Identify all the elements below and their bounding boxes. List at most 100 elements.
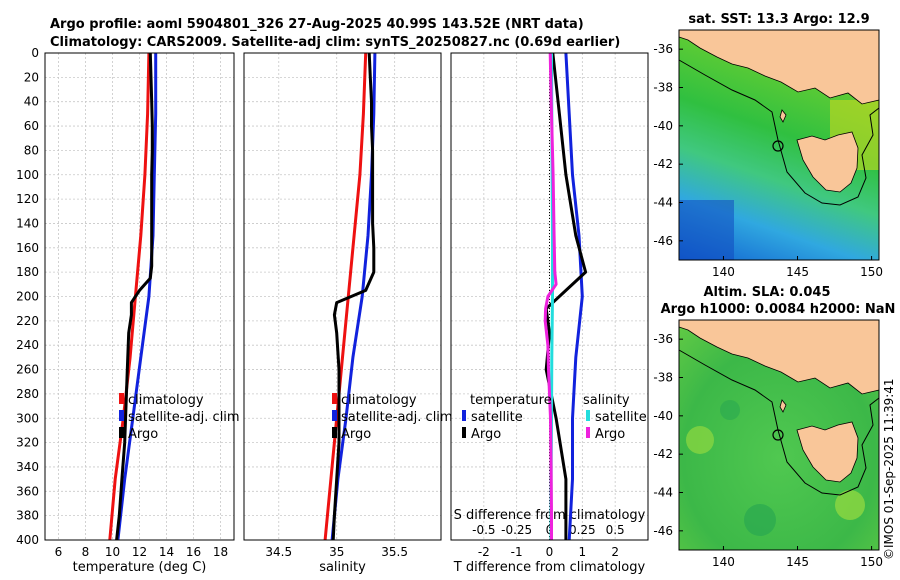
salinity-panel: 34.5 35 35.5 salinity climatology satellite-a… (243, 52, 453, 575)
depth-tick-label: 260 (16, 363, 39, 377)
legend-title-temperature: temperature (470, 393, 552, 408)
legend-swatch (119, 393, 124, 404)
temperature-x-tick-label: 8 (82, 545, 90, 559)
legend-swatch (462, 410, 466, 421)
series-line-salinity-argo (543, 52, 558, 540)
depth-tick-label: 80 (24, 143, 39, 157)
sla-map-y-tick-label: -36 (653, 332, 673, 346)
sst-map-y-tick-label: -44 (653, 196, 673, 210)
series-line-temperature-satellite (564, 52, 584, 541)
difference-x-tick-label: -2 (478, 545, 490, 559)
sst-cold-patch (679, 200, 734, 260)
temperature-axes-frame (44, 52, 235, 541)
legend-label: climatology (128, 393, 204, 408)
legend-label: Argo (595, 427, 625, 442)
temperature-x-tick-label: 16 (186, 545, 201, 559)
temperature-x-tick-label: 18 (213, 545, 228, 559)
sla-map-y-tick-label: -44 (653, 486, 673, 500)
salinity-x-tick-label: 34.5 (265, 545, 292, 559)
sla-eddy-2 (744, 504, 776, 536)
series-line-satellite-adj-clim (116, 53, 158, 541)
depth-tick-label: 0 (31, 46, 39, 60)
legend-label: satellite-adj. clim (128, 410, 240, 425)
sst-map-y-tick-label: -36 (653, 42, 673, 56)
sla-land-tasmania (796, 421, 859, 483)
sla-map-frame (678, 319, 880, 551)
difference-x-tick-label: 2 (611, 545, 619, 559)
legend-label: Argo (341, 427, 371, 442)
depth-tick-label: 40 (24, 95, 39, 109)
s-diff-tick-label: -0.25 (501, 523, 532, 537)
sst-king-island (779, 109, 787, 123)
temperature-panel: 0 20 40 60 80 100 120 140 160 180 200 220 240 260 280 3… (16, 46, 240, 575)
temperature-x-tick-label: 12 (132, 545, 147, 559)
legend-title-salinity: salinity (583, 393, 630, 408)
sst-map-title: sat. SST: 13.3 Argo: 12.9 (688, 12, 869, 27)
series-line-argo (115, 52, 154, 541)
sla-shelf-contour (678, 349, 880, 496)
depth-tick-label: 360 (16, 484, 39, 498)
sst-land-mainland (678, 29, 880, 105)
legend-label: satellite-adj. clim (341, 410, 453, 425)
sst-map-y-tick-label: -42 (653, 157, 673, 171)
sla-map-x-tick-label: 150 (860, 555, 883, 569)
figure-title-line1: Argo profile: aoml 5904801_326 27-Aug-20… (50, 17, 584, 32)
difference-axes-frame (450, 52, 649, 541)
s-diff-tick-label: 0 (546, 523, 554, 537)
s-diff-tick-label: 0.25 (569, 523, 596, 537)
sla-king-island (779, 399, 787, 413)
salinity-x-tick-label: 35 (329, 545, 344, 559)
difference-x-tick-label: 0 (546, 545, 554, 559)
sla-eddy-4 (720, 400, 740, 420)
depth-tick-label: 160 (16, 241, 39, 255)
sla-map-x-tick-label: 140 (712, 555, 735, 569)
depth-tick-label: 20 (24, 70, 39, 84)
series-line-temperature-argo (544, 52, 588, 540)
legend-swatch (586, 410, 590, 421)
depth-tick-label: 320 (16, 436, 39, 450)
legend-swatch (332, 410, 337, 421)
difference-x-tick-label: 1 (579, 545, 587, 559)
sla-map-subtitle: Argo h1000: 0.0084 h2000: NaN (661, 302, 896, 317)
difference-x-tick-label: -1 (511, 545, 523, 559)
depth-tick-label: 280 (16, 387, 39, 401)
sla-eddy-3 (835, 490, 865, 520)
sla-map: 140 145 150 -36 -38 -40 -42 -44 -46 (653, 319, 883, 569)
depth-tick-label: 200 (16, 290, 39, 304)
sla-map-y-tick-label: -40 (653, 409, 673, 423)
legend-label: satellite (595, 410, 647, 425)
sla-land-mainland (678, 319, 880, 395)
s-diff-tick-label: 0.5 (606, 523, 625, 537)
legend-label: climatology (341, 393, 417, 408)
sla-map-title: Altim. SLA: 0.045 (704, 285, 831, 300)
legend-swatch (332, 427, 337, 438)
sla-map-y-tick-label: -42 (653, 447, 673, 461)
sla-map-y-tick-label: -46 (653, 524, 673, 538)
depth-tick-label: 60 (24, 119, 39, 133)
legend-swatch (462, 427, 466, 438)
salinity-axes-frame (243, 52, 442, 541)
legend-swatch (119, 427, 124, 438)
figure-title-line2: Climatology: CARS2009. Satellite-adj cli… (50, 35, 620, 50)
temperature-x-axis-label: temperature (deg C) (73, 560, 207, 575)
depth-tick-label: 400 (16, 533, 39, 547)
series-line-argo (331, 52, 376, 541)
difference-x-axis-label: T difference from climatology (453, 560, 646, 575)
sst-map-x-tick-label: 145 (786, 265, 809, 279)
sst-map-y-tick-label: -38 (653, 81, 673, 95)
sla-map-x-tick-label: 145 (786, 555, 809, 569)
depth-tick-label: 120 (16, 192, 39, 206)
depth-tick-label: 340 (16, 460, 39, 474)
depth-tick-label: 300 (16, 411, 39, 425)
legend-label: Argo (128, 427, 158, 442)
legend-swatch (119, 410, 124, 421)
legend-swatch (586, 427, 590, 438)
sst-shelf-contour (678, 59, 880, 206)
depth-tick-label: 180 (16, 265, 39, 279)
legend-label: Argo (471, 427, 501, 442)
salinity-x-axis-label: salinity (319, 560, 366, 575)
temperature-x-tick-label: 6 (55, 545, 63, 559)
sla-argo-marker (772, 429, 784, 441)
